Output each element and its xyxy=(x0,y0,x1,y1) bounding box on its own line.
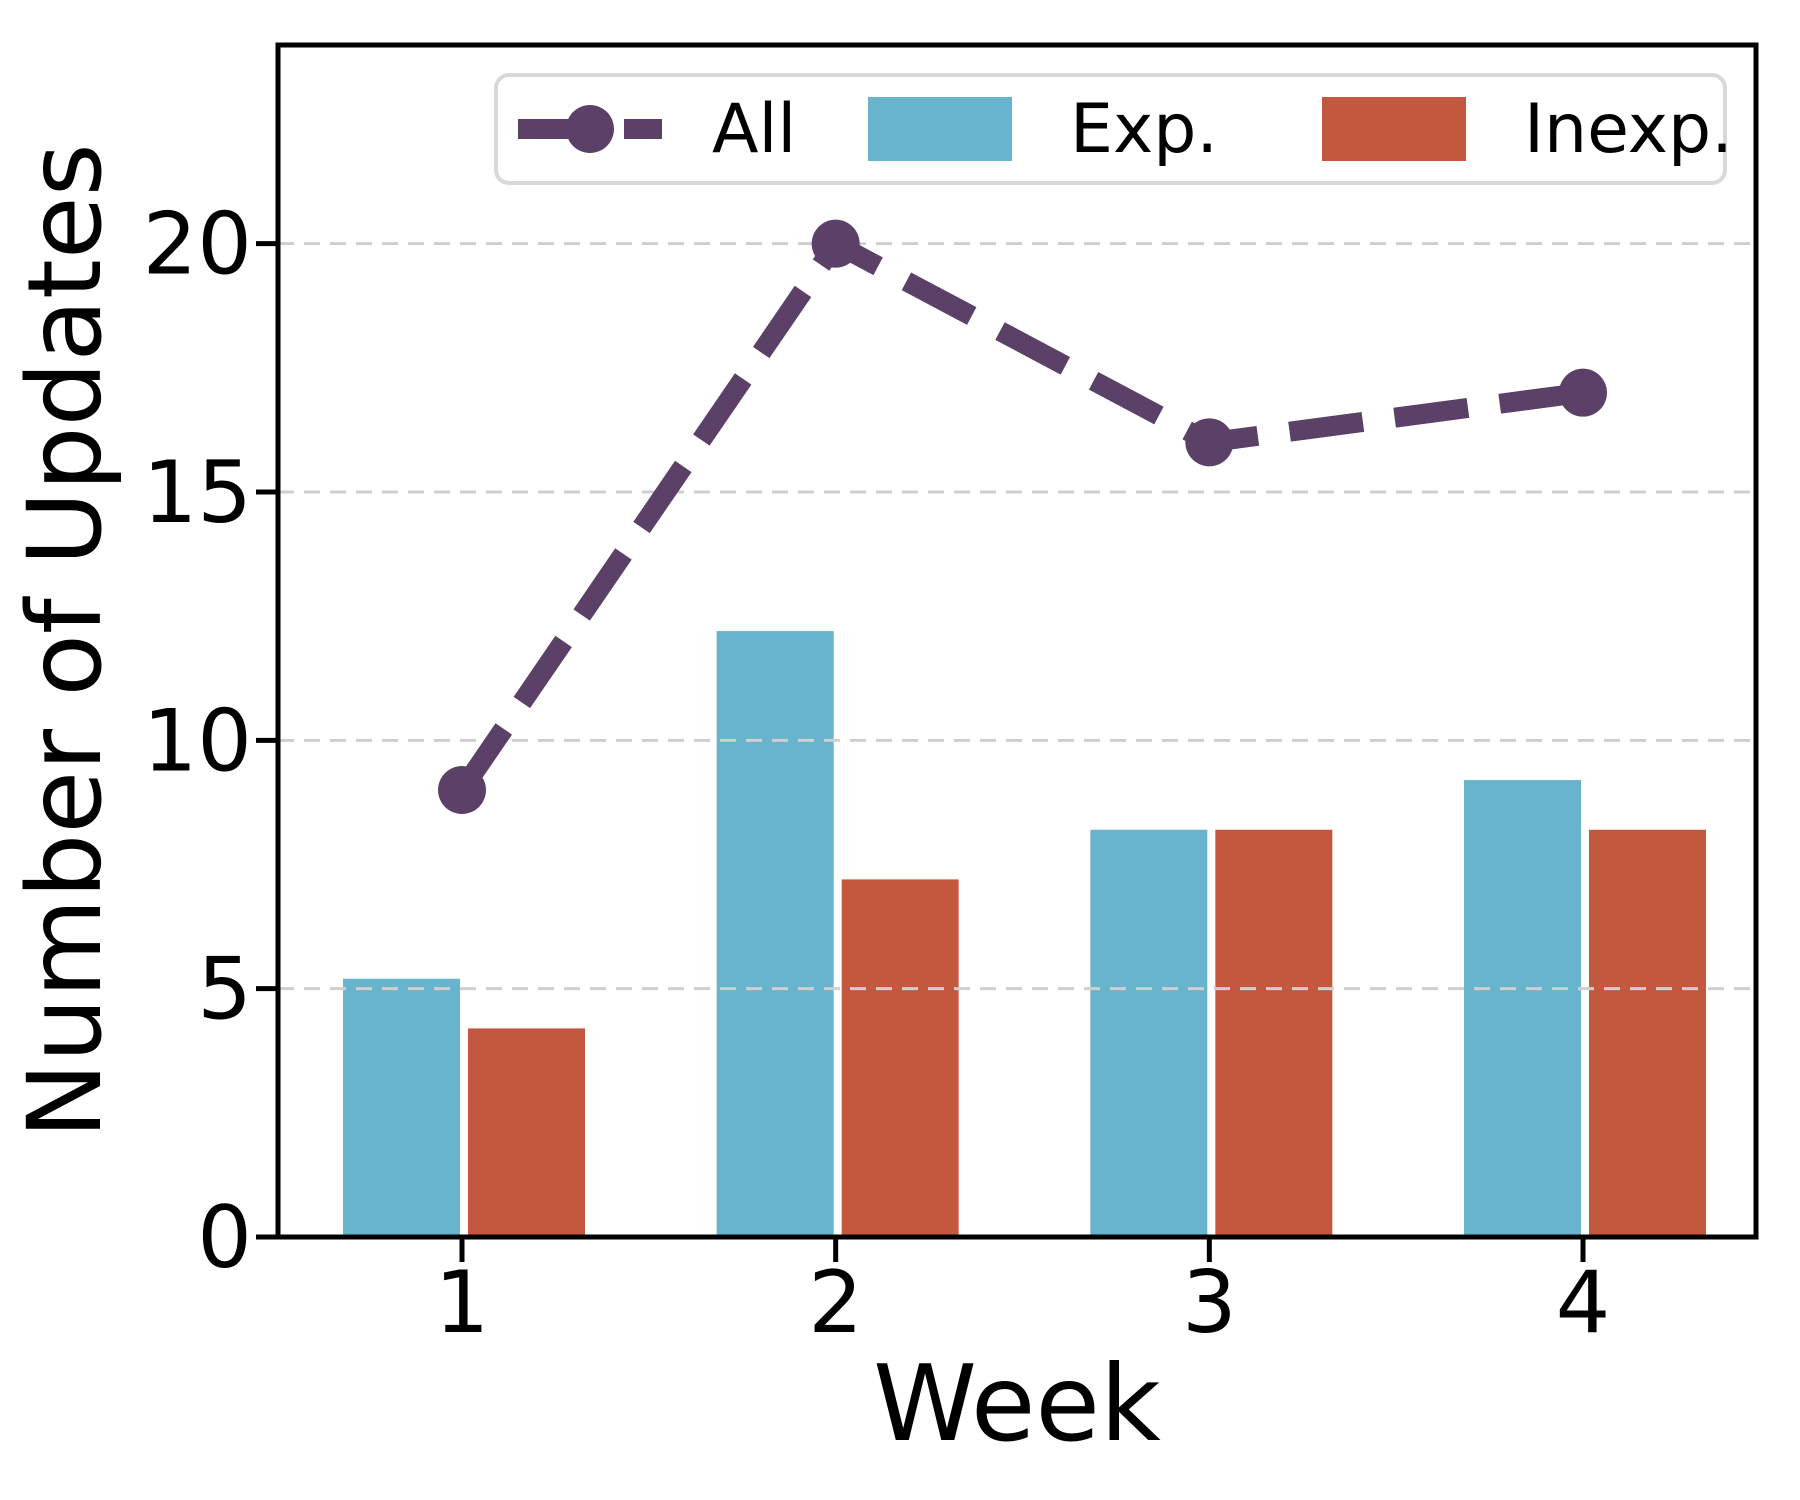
y-tick-label-0: 0 xyxy=(197,1188,252,1288)
marker-all-week-3 xyxy=(1185,418,1234,467)
y-tick-label-5: 5 xyxy=(197,940,252,1040)
legend-item-exp: Exp. xyxy=(868,90,1218,169)
y-tick-label-20: 20 xyxy=(143,195,252,295)
legend-label-all: All xyxy=(712,90,796,169)
y-axis-label: Number of Updates xyxy=(6,143,125,1138)
line-all-path xyxy=(453,230,1585,796)
bar-exp-week-3 xyxy=(1090,829,1208,1237)
legend-swatch-exp xyxy=(868,97,1012,161)
bars-inexp xyxy=(468,829,1707,1237)
legend-label-inexp: Inexp. xyxy=(1524,90,1733,169)
bar-exp-week-2 xyxy=(716,631,834,1237)
x-axis-ticks: 1 2 3 4 xyxy=(435,1237,1611,1353)
x-tick-label-2: 2 xyxy=(808,1253,863,1353)
marker-all-week-1 xyxy=(438,766,486,814)
marker-all-week-4 xyxy=(1559,368,1608,417)
x-tick-label-1: 1 xyxy=(435,1253,490,1353)
legend-item-inexp: Inexp. xyxy=(1322,90,1733,169)
bars-exp xyxy=(343,631,1582,1237)
bar-inexp-week-1 xyxy=(468,1028,585,1237)
marker-all-week-2 xyxy=(811,219,860,268)
y-axis-ticks: 0 5 10 15 20 xyxy=(143,195,278,1288)
bar-exp-week-1 xyxy=(343,978,460,1237)
bar-inexp-week-3 xyxy=(1215,829,1333,1237)
x-tick-label-4: 4 xyxy=(1556,1253,1611,1353)
legend-item-all: All xyxy=(518,90,796,169)
y-tick-label-15: 15 xyxy=(143,443,252,543)
plot-border xyxy=(275,42,1759,1240)
line-all xyxy=(438,219,1608,814)
bar-inexp-week-4 xyxy=(1589,829,1707,1237)
x-axis-label: Week xyxy=(873,1343,1161,1465)
bar-exp-week-4 xyxy=(1464,780,1582,1237)
y-tick-label-10: 10 xyxy=(143,691,252,791)
gridlines xyxy=(278,242,1756,991)
bar-inexp-week-2 xyxy=(841,879,959,1237)
legend: All Exp. Inexp. xyxy=(494,73,1733,185)
x-tick-label-3: 3 xyxy=(1182,1253,1237,1353)
legend-swatch-inexp xyxy=(1322,97,1466,161)
legend-label-exp: Exp. xyxy=(1070,90,1218,169)
legend-marker-sample xyxy=(566,105,614,153)
